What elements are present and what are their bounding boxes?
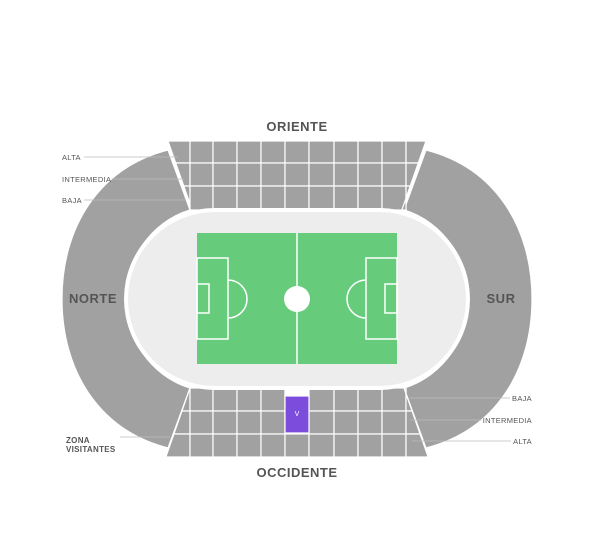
sector-occidente-baja-7[interactable] xyxy=(333,387,359,412)
sector-occidente-baja-6[interactable] xyxy=(308,387,335,412)
sector-occidente-alta-7[interactable] xyxy=(333,433,359,458)
sector-occidente-alta-3[interactable] xyxy=(236,433,262,458)
stand-occidente: V xyxy=(165,387,429,458)
sector-oriente-intermedia-6[interactable] xyxy=(308,162,335,187)
tier-leader-lines xyxy=(84,156,511,442)
sector-occidente-alta-4[interactable] xyxy=(260,433,286,458)
sector-occidente-alta-end-right[interactable] xyxy=(405,433,429,458)
stand-label-norte: NORTE xyxy=(69,291,117,306)
sector-oriente-alta-9[interactable] xyxy=(381,140,407,164)
sector-oriente-alta-3[interactable] xyxy=(236,140,262,164)
sector-occidente-baja-4[interactable] xyxy=(260,387,286,412)
sector-oriente-intermedia-8[interactable] xyxy=(357,162,383,187)
sector-occidente-baja-8[interactable] xyxy=(357,387,383,412)
sector-oriente-intermedia-7[interactable] xyxy=(333,162,359,187)
visitor-zone-block[interactable] xyxy=(284,395,310,434)
visitor-zone-label-line1: ZONA xyxy=(66,436,90,445)
sector-oriente-intermedia-5[interactable] xyxy=(284,162,310,187)
sector-oriente-intermedia-2[interactable] xyxy=(212,162,238,187)
sector-occidente-baja-2[interactable] xyxy=(212,387,238,412)
sector-occidente-baja-9[interactable] xyxy=(381,387,407,412)
visitor-zone-gap xyxy=(285,388,309,396)
sector-oriente-baja-3[interactable] xyxy=(236,185,262,211)
sector-oriente-alta-8[interactable] xyxy=(357,140,383,164)
tier-label-baja-east: BAJA xyxy=(62,196,82,205)
sector-oriente-alta-1[interactable] xyxy=(189,140,214,164)
sector-oriente-baja-4[interactable] xyxy=(260,185,286,211)
sector-oriente-baja-8[interactable] xyxy=(357,185,383,211)
sector-oriente-baja-6[interactable] xyxy=(308,185,335,211)
visitor-zone-block-label: V xyxy=(295,411,300,418)
sector-oriente-baja-end-right[interactable] xyxy=(401,185,412,211)
sector-oriente-alta-4[interactable] xyxy=(260,140,286,164)
sector-oriente-intermedia-4[interactable] xyxy=(260,162,286,187)
tier-label-intermedia-east: INTERMEDIA xyxy=(62,175,111,184)
sector-oriente-alta-6[interactable] xyxy=(308,140,335,164)
sector-occidente-alta-5[interactable] xyxy=(284,433,310,458)
stand-label-oriente: ORIENTE xyxy=(266,119,327,134)
sector-oriente-alta-7[interactable] xyxy=(333,140,359,164)
sector-occidente-baja-1[interactable] xyxy=(189,387,214,412)
sector-oriente-intermedia-3[interactable] xyxy=(236,162,262,187)
sector-oriente-alta-2[interactable] xyxy=(212,140,238,164)
sector-oriente-intermedia-9[interactable] xyxy=(381,162,407,187)
center-circle xyxy=(284,286,310,312)
sector-occidente-intermedia-8[interactable] xyxy=(357,410,383,435)
sector-oriente-baja-1[interactable] xyxy=(189,185,214,211)
tier-label-intermedia-west: INTERMEDIA xyxy=(483,416,532,425)
tier-label-alta-west: ALTA xyxy=(513,437,532,446)
sector-occidente-intermedia-2[interactable] xyxy=(212,410,238,435)
sector-oriente-baja-9[interactable] xyxy=(381,185,407,211)
sector-occidente-alta-9[interactable] xyxy=(381,433,407,458)
sector-oriente-baja-5[interactable] xyxy=(284,185,310,211)
sector-occidente-alta-1[interactable] xyxy=(189,433,214,458)
stand-oriente xyxy=(167,140,427,211)
tier-label-baja-west: BAJA xyxy=(512,394,532,403)
sector-occidente-baja-3[interactable] xyxy=(236,387,262,412)
sector-occidente-intermedia-6[interactable] xyxy=(308,410,335,435)
sector-oriente-alta-5[interactable] xyxy=(284,140,310,164)
sector-occidente-alta-2[interactable] xyxy=(212,433,238,458)
sector-occidente-alta-6[interactable] xyxy=(308,433,335,458)
sector-oriente-baja-7[interactable] xyxy=(333,185,359,211)
stand-label-sur: SUR xyxy=(487,291,516,306)
tier-label-alta-east: ALTA xyxy=(62,153,81,162)
sector-oriente-baja-2[interactable] xyxy=(212,185,238,211)
sector-oriente-intermedia-1[interactable] xyxy=(189,162,214,187)
sector-occidente-intermedia-3[interactable] xyxy=(236,410,262,435)
sector-occidente-intermedia-4[interactable] xyxy=(260,410,286,435)
sector-occidente-intermedia-9[interactable] xyxy=(381,410,407,435)
sector-occidente-intermedia-1[interactable] xyxy=(189,410,214,435)
sector-occidente-alta-8[interactable] xyxy=(357,433,383,458)
sector-occidente-intermedia-7[interactable] xyxy=(333,410,359,435)
stand-label-occidente: OCCIDENTE xyxy=(256,465,337,480)
visitor-zone-label-line2: VISITANTES xyxy=(66,445,116,454)
